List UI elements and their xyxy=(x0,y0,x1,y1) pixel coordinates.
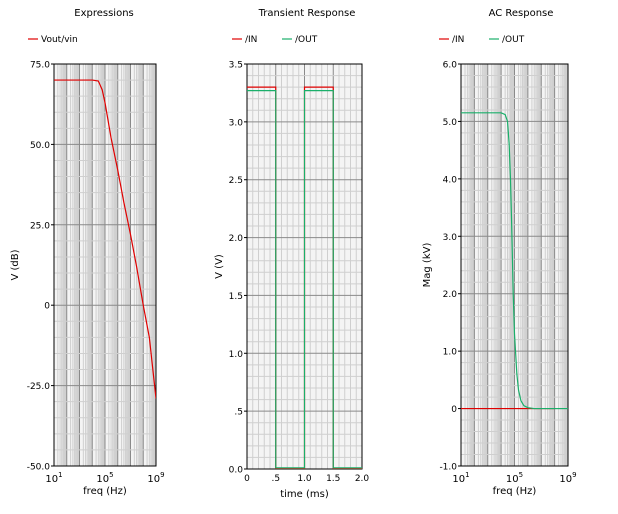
y-axis-label: V (dB) xyxy=(10,249,21,280)
chart-title: Expressions xyxy=(74,8,134,19)
y-tick-label: 25.0 xyxy=(30,221,50,231)
y-tick-label: 3.0 xyxy=(443,233,458,243)
legend-entry: /IN xyxy=(452,35,464,45)
legend-entry: /OUT xyxy=(295,35,318,45)
chart-panel-2: 3.5 3.0 2.5 2.0 1.5 1.0 .5 0.00 .5 1.0 1.5 2.0 time … xyxy=(214,8,369,500)
y-tick-label: 0.0 xyxy=(229,466,244,476)
y-axis-label: V (V) xyxy=(214,254,225,279)
y-axis-label: Mag (kV) xyxy=(422,243,433,288)
x-tick-exponent: 1 xyxy=(465,471,469,479)
y-tick-label: -1.0 xyxy=(439,463,457,473)
y-tick-label: 2.0 xyxy=(443,290,458,300)
x-tick-exponent: 5 xyxy=(519,471,523,479)
x-tick-label: 101 xyxy=(452,471,469,485)
series-line-out xyxy=(247,90,362,469)
y-tick-label: 5.0 xyxy=(443,118,458,128)
x-axis-label: freq (Hz) xyxy=(83,486,127,497)
chart-title: AC Response xyxy=(489,8,554,19)
y-tick-label: 50.0 xyxy=(30,141,50,151)
y-tick-label: 4.0 xyxy=(443,175,458,185)
x-tick-base: 10 xyxy=(506,474,519,485)
x-tick-exponent: 1 xyxy=(58,471,62,479)
y-tick-label: 3.5 xyxy=(229,61,243,71)
y-tick-label: 0 xyxy=(451,405,457,415)
y-tick-label: 75.0 xyxy=(30,61,50,71)
y-tick-label: .5 xyxy=(234,408,243,418)
legend-entry: Vout/vin xyxy=(41,35,78,45)
chart-title: Transient Response xyxy=(258,8,356,19)
y-tick-label: 6.0 xyxy=(443,61,458,71)
x-tick-base: 10 xyxy=(452,474,465,485)
x-tick-base: 10 xyxy=(147,474,160,485)
y-tick-label: 3.0 xyxy=(229,118,244,128)
y-tick-label: 2.5 xyxy=(229,176,243,186)
x-tick-base: 10 xyxy=(45,474,58,485)
y-tick-label: 2.0 xyxy=(229,234,244,244)
legend-entry: /IN xyxy=(245,35,257,45)
x-axis-label: freq (Hz) xyxy=(493,486,537,497)
series-line-out xyxy=(461,112,568,410)
x-tick-exponent: 5 xyxy=(109,471,113,479)
legend-entry: /OUT xyxy=(502,35,525,45)
y-tick-label: 1.5 xyxy=(229,292,243,302)
y-tick-label: -50.0 xyxy=(27,463,51,473)
x-tick-label: 101 xyxy=(45,471,62,485)
x-tick-label: .5 xyxy=(271,474,280,484)
x-tick-label: 109 xyxy=(559,471,576,485)
y-tick-label: 0 xyxy=(44,302,50,312)
x-tick-label: 109 xyxy=(147,471,164,485)
y-tick-label: 1.0 xyxy=(229,350,244,360)
y-tick-label: -25.0 xyxy=(27,382,51,392)
x-tick-label: 0 xyxy=(244,474,250,484)
plot-frame xyxy=(53,63,157,467)
x-tick-label: 2.0 xyxy=(355,474,370,484)
x-tick-label: 1.5 xyxy=(326,474,340,484)
series-line-voutvin xyxy=(54,79,156,399)
x-tick-exponent: 9 xyxy=(160,471,164,479)
plot-frame xyxy=(460,63,569,467)
y-tick-label: 1.0 xyxy=(443,348,458,358)
x-tick-label: 105 xyxy=(506,471,523,485)
x-tick-exponent: 9 xyxy=(572,471,576,479)
x-axis-label: time (ms) xyxy=(280,489,329,500)
x-tick-label: 105 xyxy=(96,471,113,485)
x-tick-base: 10 xyxy=(96,474,109,485)
x-tick-base: 10 xyxy=(559,474,572,485)
x-tick-label: 1.0 xyxy=(297,474,312,484)
